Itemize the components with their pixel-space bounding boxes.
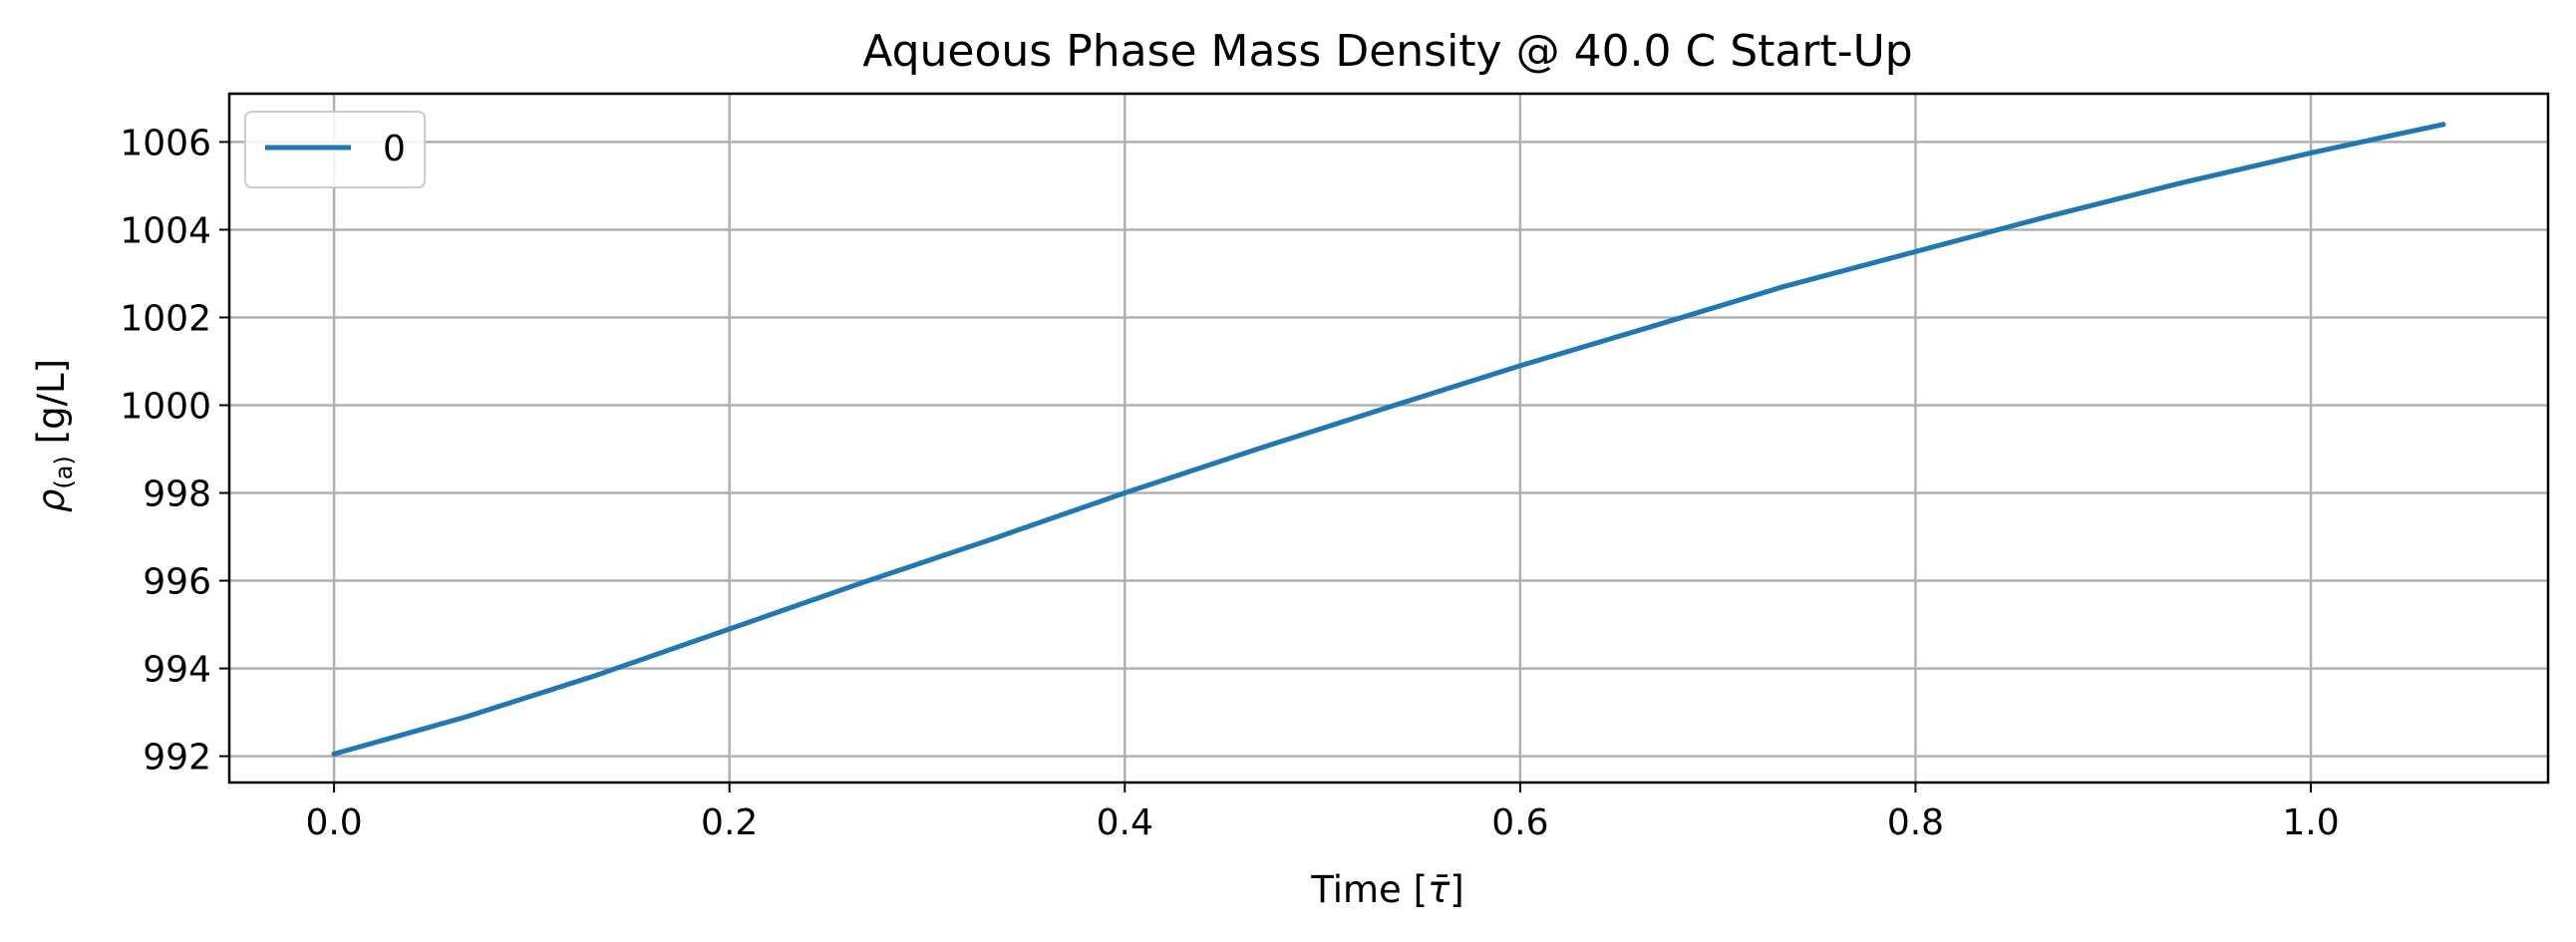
data-point: [727, 626, 733, 632]
x-axis-ticks: 0.0 0.2 0.4 0.6 0.8 1.0: [305, 783, 2340, 843]
x-axis-label-prefix: Time [: [1310, 868, 1428, 911]
y-axis-label-subscript: (a): [50, 456, 78, 488]
y-axis-label-symbol: ρ: [30, 488, 73, 512]
y-axis-label: ρ(a) [g/L]: [30, 359, 78, 512]
x-tick-label: 0.6: [1491, 802, 1548, 843]
y-tick-label: 1000: [120, 386, 211, 427]
x-axis-label-suffix: ]: [1449, 868, 1463, 911]
x-tick-label: 0.2: [701, 802, 758, 843]
y-tick-label: 994: [143, 650, 211, 691]
data-point: [464, 714, 470, 720]
y-tick-label: 1004: [120, 210, 211, 251]
y-tick-label: 1006: [120, 123, 211, 163]
y-axis-ticks: 992 994 996 998 1000 1002 1004 1006: [120, 123, 229, 779]
data-point: [1385, 405, 1391, 411]
data-point: [1780, 284, 1786, 290]
plot-frame: [227, 92, 2550, 785]
data-point: [2440, 122, 2446, 128]
data-point: [2308, 150, 2314, 156]
y-tick-label: 998: [143, 474, 211, 515]
data-point: [1650, 323, 1656, 329]
x-tick-label: 0.0: [305, 802, 362, 843]
data-point: [1254, 447, 1260, 453]
y-axis-label-unit: [g/L]: [30, 359, 73, 456]
x-tick-label: 1.0: [2282, 802, 2339, 843]
x-tick-label: 0.4: [1097, 802, 1153, 843]
data-point: [2175, 180, 2181, 186]
y-tick-label: 992: [143, 738, 211, 779]
data-point: [1912, 248, 1918, 254]
data-point: [1122, 490, 1127, 496]
chart-title: Aqueous Phase Mass Density @ 40.0 C Star…: [862, 26, 1912, 77]
y-tick-label: 1002: [120, 298, 211, 339]
legend-label: 0: [383, 129, 406, 169]
x-tick-label: 0.8: [1887, 802, 1944, 843]
data-point: [1517, 363, 1523, 369]
series-layer: [331, 122, 2446, 757]
data-point: [859, 580, 865, 586]
data-point: [2045, 213, 2051, 219]
data-point: [594, 672, 600, 678]
data-point: [331, 751, 337, 757]
x-axis-label: Time [τ̄]: [1310, 868, 1463, 911]
y-tick-label: 996: [143, 562, 211, 603]
legend: 0: [244, 111, 426, 188]
data-point: [989, 536, 995, 542]
x-axis-label-symbol: τ̄: [1428, 868, 1450, 911]
